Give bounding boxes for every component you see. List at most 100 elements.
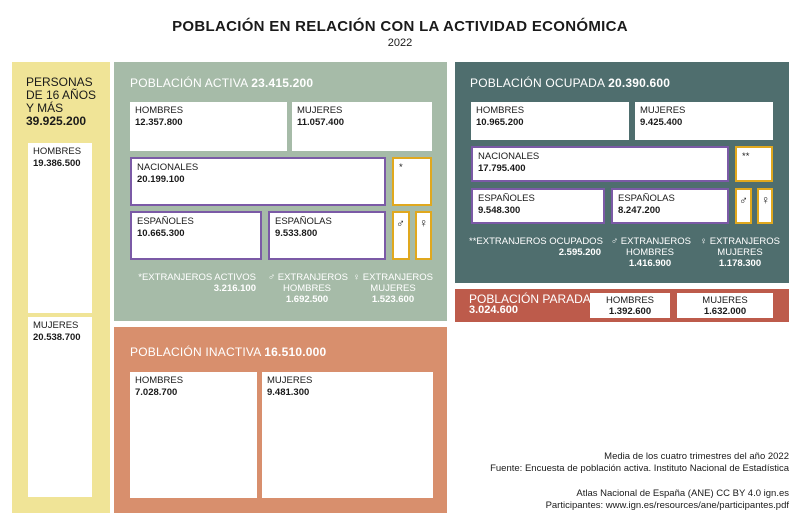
- ocupada-ext-ocupados-value: 2.595.200: [558, 247, 601, 258]
- activa-ext-activos-value: 3.216.100: [213, 283, 256, 294]
- activa-mujeres-label: MUJERES: [297, 105, 343, 116]
- activa-hombres-value: 12.357.800: [135, 117, 183, 128]
- ocupada-extranjeros-mark: **: [742, 151, 750, 162]
- parada-hombres-box: HOMBRES 1.392.600: [590, 293, 670, 318]
- female-symbol-icon: ♀: [761, 193, 770, 207]
- male-symbol-icon: ♂: [396, 216, 405, 230]
- ocupada-espanolas-value: 8.247.200: [618, 205, 661, 216]
- activa-espanolas-label: ESPAÑOLAS: [275, 216, 332, 227]
- inactiva-mujeres-box: MUJERES 9.481.300: [262, 372, 433, 498]
- inactiva-total: 16.510.000: [264, 345, 327, 359]
- ocupada-nacionales-box: NACIONALES 17.795.400: [471, 146, 729, 182]
- footer-license-note: Atlas Nacional de España (ANE) CC BY 4.0…: [576, 488, 789, 499]
- ocupada-total: 20.390.600: [608, 76, 671, 90]
- activa-ext-activos-label: *EXTRANJEROS ACTIVOS: [138, 272, 256, 283]
- footer-period-note: Media de los cuatro trimestres del año 2…: [604, 451, 789, 462]
- footer-credits: Atlas Nacional de España (ANE) CC BY 4.0…: [546, 488, 789, 512]
- ocupada-hombres-box: HOMBRES 10.965.200: [471, 102, 629, 140]
- activa-ext-mujeres-label: ♀ EXTRANJEROS: [353, 272, 433, 283]
- personas-label-line: PERSONAS: [26, 75, 93, 89]
- activa-hombres-box: HOMBRES 12.357.800: [130, 102, 287, 151]
- ocupada-extranjeros-box: **: [735, 146, 773, 182]
- activa-ext-mujeres-label: MUJERES: [370, 283, 416, 294]
- ocupada-hombres-label: HOMBRES: [476, 105, 525, 116]
- activa-ext-mujeres-note: ♀ EXTRANJEROS MUJERES 1.523.600: [352, 272, 434, 305]
- activa-ext-hombres-label: ♂ EXTRANJEROS: [268, 272, 348, 283]
- inactiva-panel: POBLACIÓN INACTIVA 16.510.000 HOMBRES 7.…: [114, 327, 447, 513]
- inactiva-title: POBLACIÓN INACTIVA 16.510.000: [130, 345, 326, 359]
- activa-ext-hombres-value: 1.692.500: [285, 294, 329, 305]
- ocupada-title: POBLACIÓN OCUPADA 20.390.600: [470, 76, 670, 90]
- activa-espanoles-value: 10.665.300: [137, 228, 185, 239]
- ocupada-mujeres-value: 9.425.400: [640, 117, 683, 128]
- activa-espanolas-value: 9.533.800: [275, 228, 318, 239]
- parada-mujeres-label: MUJERES: [702, 295, 748, 306]
- inactiva-mujeres-value: 9.481.300: [267, 387, 310, 398]
- parada-hombres-value: 1.392.600: [608, 306, 652, 317]
- personas-hombres-label: HOMBRES: [33, 146, 82, 157]
- ocupada-ext-ocupados-note: **EXTRANJEROS OCUPADOS 2.595.200: [469, 236, 603, 258]
- ocupada-espanoles-label: ESPAÑOLES: [478, 193, 535, 204]
- parada-total: 3.024.600: [469, 304, 518, 316]
- personas-mujeres-label: MUJERES: [33, 320, 79, 331]
- footer-notes: Media de los cuatro trimestres del año 2…: [490, 451, 789, 475]
- personas-panel: PERSONAS DE 16 AÑOS Y MÁS 39.925.200 HOM…: [12, 62, 110, 513]
- page-subtitle-year: 2022: [387, 37, 413, 49]
- personas-hombres-value: 19.386.500: [33, 158, 81, 169]
- ocupada-ext-mujeres-note: ♀ EXTRANJEROS MUJERES 1.178.300: [699, 236, 781, 269]
- activa-total: 23.415.200: [251, 76, 314, 90]
- personas-title: PERSONAS DE 16 AÑOS Y MÁS 39.925.200: [26, 76, 96, 128]
- activa-title-label: POBLACIÓN ACTIVA: [130, 76, 248, 90]
- activa-espanoles-label: ESPAÑOLES: [137, 216, 194, 227]
- personas-total: 39.925.200: [26, 114, 87, 128]
- activa-panel: POBLACIÓN ACTIVA 23.415.200 HOMBRES 12.3…: [114, 62, 447, 321]
- activa-ext-activos-note: *EXTRANJEROS ACTIVOS 3.216.100: [134, 272, 256, 294]
- ocupada-espanolas-label: ESPAÑOLAS: [618, 193, 675, 204]
- ocupada-ext-mujeres-value: 1.178.300: [718, 258, 762, 269]
- personas-label-line: Y MÁS: [26, 101, 64, 115]
- parada-title: POBLACIÓN PARADA 3.024.600: [469, 293, 591, 316]
- inactiva-hombres-value: 7.028.700: [135, 387, 178, 398]
- activa-ext-mujeres-box: ♀: [415, 211, 432, 260]
- activa-hombres-label: HOMBRES: [135, 105, 184, 116]
- activa-ext-hombres-label: HOMBRES: [282, 283, 332, 294]
- activa-nacionales-label: NACIONALES: [137, 162, 199, 173]
- personas-label-line: DE 16 AÑOS: [26, 88, 97, 102]
- footer-participants-note: Participantes: www.ign.es/resources/ane/…: [545, 500, 789, 511]
- ocupada-ext-hombres-box: ♂: [735, 188, 752, 224]
- personas-mujeres-value: 20.538.700: [33, 332, 81, 343]
- activa-mujeres-box: MUJERES 11.057.400: [292, 102, 432, 151]
- ocupada-title-label: POBLACIÓN OCUPADA: [470, 76, 605, 90]
- activa-mujeres-value: 11.057.400: [297, 117, 345, 128]
- personas-mujeres-box: MUJERES 20.538.700: [28, 317, 92, 497]
- ocupada-mujeres-box: MUJERES 9.425.400: [635, 102, 773, 140]
- activa-title: POBLACIÓN ACTIVA 23.415.200: [130, 76, 313, 90]
- ocupada-panel: POBLACIÓN OCUPADA 20.390.600 HOMBRES 10.…: [455, 62, 789, 283]
- inactiva-title-label: POBLACIÓN INACTIVA: [130, 345, 261, 359]
- inactiva-hombres-box: HOMBRES 7.028.700: [130, 372, 257, 498]
- ocupada-ext-mujeres-label: MUJERES: [717, 247, 763, 258]
- footer-source-note: Fuente: Encuesta de población activa. In…: [490, 463, 789, 474]
- personas-hombres-box: HOMBRES 19.386.500: [28, 143, 92, 313]
- parada-panel: POBLACIÓN PARADA 3.024.600 HOMBRES 1.392…: [455, 289, 789, 322]
- inactiva-mujeres-label: MUJERES: [267, 375, 313, 386]
- ocupada-ext-hombres-note: ♂ EXTRANJEROS HOMBRES 1.416.900: [611, 236, 691, 269]
- activa-extranjeros-box: *: [392, 157, 432, 206]
- activa-ext-hombres-box: ♂: [392, 211, 410, 260]
- activa-ext-mujeres-value: 1.523.600: [371, 294, 415, 305]
- ocupada-nacionales-value: 17.795.400: [478, 163, 526, 174]
- ocupada-espanoles-value: 9.548.300: [478, 205, 521, 216]
- ocupada-ext-hombres-value: 1.416.900: [628, 258, 672, 269]
- ocupada-hombres-value: 10.965.200: [476, 117, 524, 128]
- ocupada-mujeres-label: MUJERES: [640, 105, 686, 116]
- male-symbol-icon: ♂: [739, 193, 748, 207]
- ocupada-ext-hombres-label: ♂ EXTRANJEROS: [611, 236, 691, 247]
- parada-hombres-label: HOMBRES: [605, 295, 655, 306]
- activa-espanolas-box: ESPAÑOLAS 9.533.800: [268, 211, 386, 260]
- ocupada-espanolas-box: ESPAÑOLAS 8.247.200: [611, 188, 729, 224]
- activa-nacionales-box: NACIONALES 20.199.100: [130, 157, 386, 206]
- activa-extranjeros-mark: *: [399, 162, 403, 173]
- female-symbol-icon: ♀: [419, 216, 428, 230]
- ocupada-ext-mujeres-box: ♀: [757, 188, 773, 224]
- activa-ext-hombres-note: ♂ EXTRANJEROS HOMBRES 1.692.500: [268, 272, 348, 305]
